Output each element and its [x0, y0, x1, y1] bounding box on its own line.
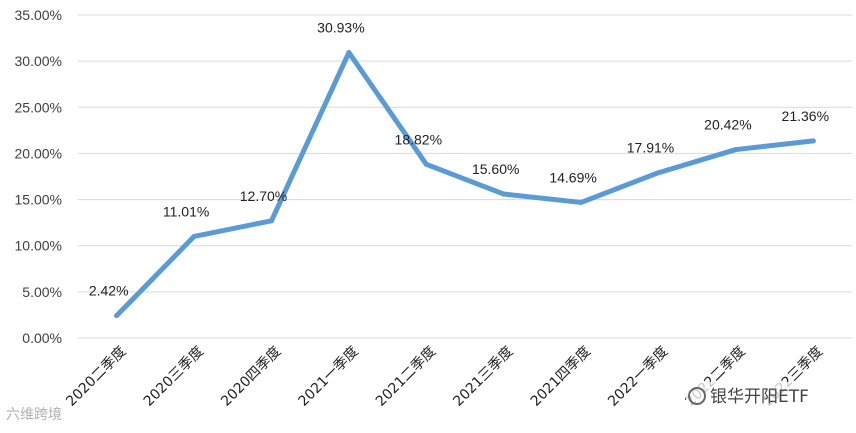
y-tick-label: 0.00%	[22, 330, 62, 346]
data-label: 30.93%	[317, 20, 364, 36]
data-point	[810, 138, 816, 144]
data-point	[733, 147, 739, 153]
y-axis: 0.00% 5.00% 10.00% 15.00% 20.00% 25.00% 30.00%…	[15, 7, 62, 346]
data-label: 2.42%	[89, 283, 129, 299]
x-tick-label: 2020二季度	[63, 344, 129, 410]
data-point	[269, 218, 274, 224]
y-tick-label: 10.00%	[15, 238, 62, 254]
y-tick-label: 30.00%	[15, 53, 62, 69]
watermark-left: 六维跨境	[6, 404, 62, 424]
watermark-left-text: 六维跨境	[6, 407, 62, 423]
data-label: 18.82%	[395, 131, 442, 147]
data-point	[191, 233, 197, 239]
watermark-right: 银华开阳ETF	[686, 382, 811, 407]
watermark-right-text: 银华开阳ETF	[710, 387, 809, 407]
data-point	[114, 313, 120, 319]
data-labels: 2.42% 11.01% 12.70% 30.93% 18.82% 15.60% 14.69…	[89, 20, 829, 299]
y-tick-label: 15.00%	[15, 192, 62, 208]
data-label: 20.42%	[704, 117, 751, 133]
data-point	[346, 50, 352, 56]
series	[114, 50, 816, 319]
x-tick-label: 2021三季度	[450, 344, 516, 410]
y-tick-label: 35.00%	[15, 7, 62, 23]
data-point	[423, 161, 429, 167]
y-tick-label: 25.00%	[15, 99, 62, 115]
y-tick-label: 5.00%	[22, 284, 62, 300]
x-tick-label: 2022一季度	[605, 344, 671, 410]
wechat-icon	[688, 387, 706, 405]
data-point	[501, 191, 507, 197]
x-tick-label: 2021二季度	[373, 344, 439, 410]
data-label: 17.91%	[627, 140, 674, 156]
x-tick-label: 2020三季度	[141, 344, 207, 410]
data-label: 15.60%	[472, 161, 519, 177]
data-label: 21.36%	[782, 108, 829, 124]
data-label: 14.69%	[549, 169, 596, 185]
data-point	[578, 199, 584, 205]
data-point	[656, 170, 661, 176]
x-tick-label: 2020四季度	[218, 344, 284, 410]
y-tick-label: 20.00%	[15, 145, 62, 161]
x-tick-label: 2021四季度	[528, 344, 594, 410]
x-tick-label: 2021一季度	[296, 344, 362, 410]
grid-lines	[78, 14, 852, 339]
data-label: 11.01%	[163, 203, 209, 219]
data-label: 12.70%	[240, 188, 287, 204]
series-line	[114, 50, 816, 319]
